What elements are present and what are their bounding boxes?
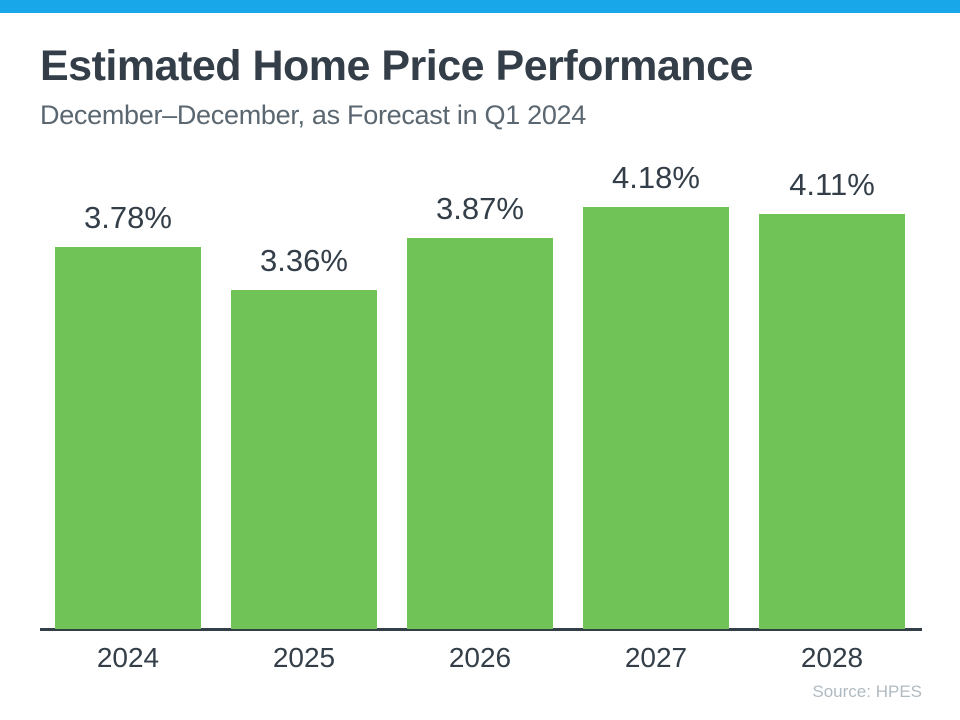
bar-value-label-2027: 4.18% [612,160,700,195]
x-tick-label-2025: 2025 [272,642,336,673]
source-note: Source: HPES [812,682,922,701]
page-title: Estimated Home Price Performance [40,42,753,90]
x-tick-label-2026: 2026 [448,642,512,673]
page-subtitle: December–December, as Forecast in Q1 202… [40,100,586,130]
x-tick-label-2028: 2028 [800,642,864,673]
bar-2027 [583,207,729,629]
bar-2028 [759,214,905,629]
bar-2024 [55,247,201,629]
plot-area: 3.78% 2024 3.36% 2025 3.87% 2026 4.18% 2027 4.11… [40,140,922,673]
bar-value-label-2024: 3.78% [84,200,172,235]
x-tick-label-2024: 2024 [96,642,160,673]
bar-2026 [407,238,553,629]
x-tick-label-2027: 2027 [624,642,688,673]
x-axis-line [40,628,922,631]
bar-value-label-2025: 3.36% [260,243,348,278]
bar-value-label-2028: 4.11% [789,167,875,202]
bar-2025 [231,290,377,629]
bar-value-label-2026: 3.87% [436,191,524,226]
accent-bar [0,0,960,13]
